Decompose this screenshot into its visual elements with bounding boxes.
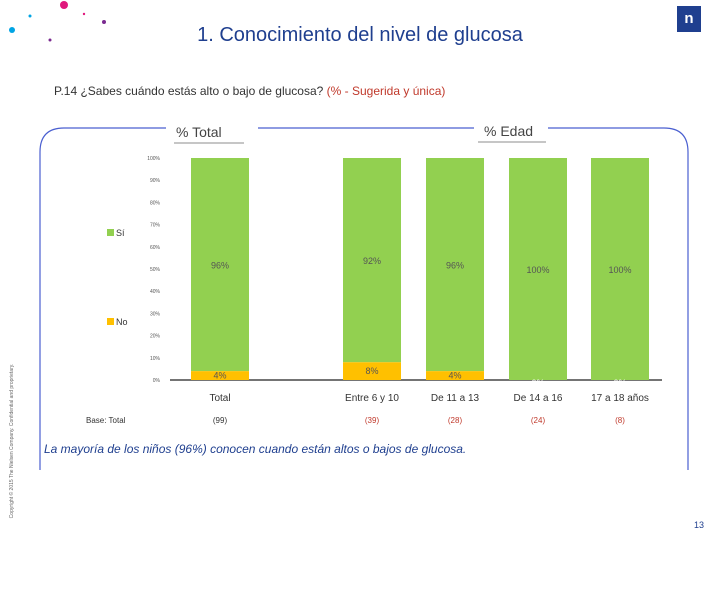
base-count: (28) [448,416,463,425]
y-tick-label: 30% [150,311,161,317]
bar-si [509,158,567,380]
data-label-no: 8% [365,366,378,376]
bar-no [191,371,249,380]
y-tick-label: 40% [150,289,161,295]
brand-logo: n [677,6,701,32]
base-count: (99) [213,416,228,425]
legend-label-si: Sí [116,228,125,238]
legend-swatch-si [107,229,114,236]
question-text: P.14 ¿Sabes cuándo estás alto o bajo de … [54,84,445,98]
category-label: 17 a 18 años [591,393,649,404]
page-number: 13 [694,520,705,530]
bar-si [426,158,484,372]
decorative-dots [9,1,106,42]
y-tick-label: 100% [147,156,160,162]
category-label: Entre 6 y 10 [345,393,399,404]
data-label-si: 100% [526,265,549,275]
question-qualifier: (% - Sugerida y única) [326,84,446,98]
data-label-no: 0% [613,378,626,388]
data-label-si: 100% [608,265,631,275]
data-label-si: 96% [446,261,464,271]
y-tick-label: 60% [150,245,161,251]
data-label-no: 4% [448,371,461,381]
base-count: (8) [615,416,625,425]
copyright-notice: Copyright © 2015 The Nielsen Company. Co… [9,363,15,519]
bar-si [343,158,401,363]
panel-frame [39,127,689,470]
category-label: Total [209,393,230,404]
y-tick-label: 90% [150,178,161,184]
stacked-bar-chart: 0% 10% 20% 30% 40% 50% 60% 70% 80% 90% 100% 96% 4% To… [86,156,662,425]
y-tick-label: 10% [150,356,161,362]
bar-no [426,371,484,380]
y-tick-label: 0% [153,378,161,384]
y-tick-label: 70% [150,223,161,229]
base-label: Base: Total [86,416,126,425]
bar-si [191,158,249,372]
data-label-no: 0% [531,378,544,388]
legend-swatch-no [107,318,114,325]
panel-total-label: % Total [176,124,222,140]
legend-label-no: No [116,317,128,327]
bar-no [343,362,401,380]
question-prefix: P.14 ¿Sabes cuándo estás alto o bajo de … [54,84,327,98]
base-count: (39) [365,416,380,425]
y-tick-label: 80% [150,200,161,206]
data-label-si: 92% [363,256,381,266]
panel-age-label: % Edad [484,123,534,139]
data-label-no: 4% [213,371,226,381]
y-tick-label: 20% [150,334,161,340]
base-count: (24) [531,416,546,425]
category-label: De 11 a 13 [431,393,480,404]
page-title: 1. Conocimiento del nivel de glucosa [197,24,523,46]
conclusion-text: La mayoría de los niños (96%) conocen cu… [44,442,467,456]
bar-si [591,158,649,380]
y-tick-label: 50% [150,267,161,273]
category-label: De 14 a 16 [514,393,563,404]
data-label-si: 96% [211,261,229,271]
